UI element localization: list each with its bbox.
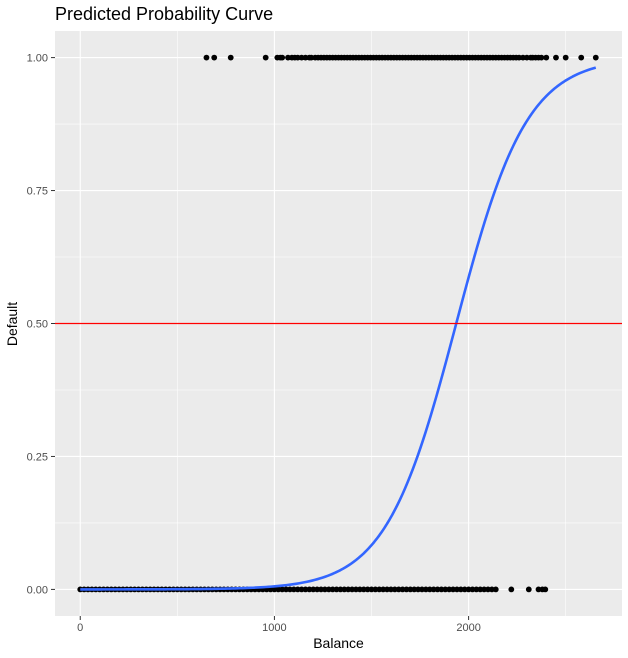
data-point: [578, 54, 585, 61]
data-point: [538, 54, 545, 61]
data-point: [492, 586, 499, 593]
data-point: [508, 586, 515, 593]
y-tick-label: 0.50: [27, 319, 48, 331]
data-point: [592, 54, 599, 61]
data-point: [279, 54, 286, 61]
data-point: [262, 54, 269, 61]
y-tick-label: 0.75: [27, 186, 48, 198]
x-tick-label: 2000: [456, 622, 480, 634]
x-tick-label: 0: [77, 622, 83, 634]
data-point: [227, 54, 234, 61]
data-point: [562, 54, 569, 61]
axis-ticks: 0 1000 2000 0.00 0.25 0.50 0.75 1.00: [27, 53, 481, 634]
y-tick-label: 1.00: [27, 53, 48, 65]
y-tick-label: 0.00: [27, 584, 48, 596]
probability-curve: [80, 66, 597, 591]
data-point: [211, 54, 218, 61]
x-tick-label: 1000: [262, 622, 286, 634]
y-tick-label: 0.25: [27, 451, 48, 463]
chart-title: Predicted Probability Curve: [55, 4, 273, 24]
plot-lines: [55, 66, 622, 591]
data-point: [203, 54, 210, 61]
data-point: [553, 54, 559, 61]
data-point: [543, 54, 550, 61]
data-point: [525, 586, 532, 593]
data-point: [542, 586, 549, 593]
scatter-points: [77, 54, 599, 593]
x-axis-title: Balance: [313, 635, 364, 651]
y-axis-title: Default: [4, 302, 20, 346]
